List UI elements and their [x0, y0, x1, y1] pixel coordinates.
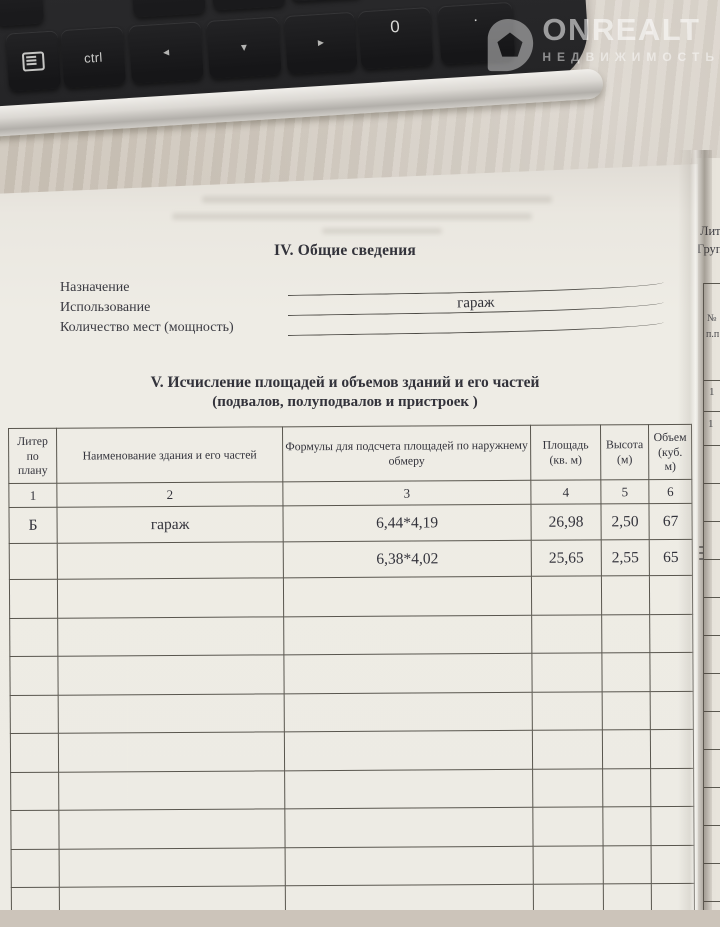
table-line — [703, 901, 720, 903]
table-line — [703, 673, 720, 675]
table-row-empty — [10, 767, 694, 811]
cell-formula: 6,44*4,19 — [282, 504, 532, 542]
field-label: Назначение — [60, 280, 130, 295]
key-label: 0 — [389, 16, 401, 37]
table-row-empty — [9, 652, 694, 695]
header-area: Площадь (кв. м) — [530, 424, 601, 481]
cell-height: 2,50 — [600, 503, 650, 540]
table-row-empty — [11, 844, 695, 888]
arrow-left-icon: ◄ — [160, 46, 172, 59]
header-height: Высота (м) — [600, 424, 649, 480]
adjacent-col-header: п.п — [706, 329, 720, 340]
adjacent-col-header: № — [707, 313, 717, 324]
keyboard-key-arrow-right: ► — [284, 11, 358, 75]
table-row-empty — [10, 690, 694, 734]
bleed-through-text — [202, 196, 552, 203]
key-label: ctrl — [83, 49, 103, 66]
header-volume: Объем (куб. м) — [648, 424, 692, 480]
table-line — [703, 597, 720, 599]
col-number: 1 — [8, 483, 57, 508]
keyboard-key-arrow-left: ◄ — [128, 21, 204, 84]
col-number: 2 — [56, 481, 283, 508]
arrow-down-icon: ▼ — [238, 41, 250, 54]
table-row-empty — [11, 883, 695, 910]
header-formula: Формулы для подсчета площадей по наружне… — [282, 425, 531, 482]
key-label: . — [472, 7, 479, 26]
table-row-empty — [9, 575, 693, 618]
table-header-row: Литер по плану Наименование здания и его… — [8, 424, 692, 484]
keyboard-key-partial — [129, 0, 206, 18]
table-line — [703, 283, 705, 910]
field-label: Количество мест (мощность) — [60, 320, 234, 335]
table-row-empty — [10, 729, 694, 772]
table-line — [703, 283, 720, 285]
keyboard-key-partial — [287, 0, 364, 2]
cell-volume: 65 — [649, 539, 693, 576]
cell-name: гараж — [56, 505, 284, 544]
keyboard: ctrl ◄ ▼ ► 0 . — [0, 0, 604, 138]
table-line — [703, 380, 720, 382]
section-iv-title: IV. Общие сведения — [273, 242, 417, 259]
general-info-fields: Назначение Использование гараж Количеств… — [60, 271, 664, 336]
col-number: 4 — [530, 479, 601, 505]
field-value — [288, 329, 664, 335]
section-v-subtitle: (подвалов, полуподвалов и пристроек ) — [212, 394, 478, 410]
field-row-ispolzovanie: Использование гараж — [60, 291, 664, 316]
keyboard-key-menu — [5, 30, 62, 92]
adjacent-page-text: Груп — [697, 242, 720, 256]
arrow-right-icon: ► — [315, 37, 327, 49]
keyboard-key-partial — [209, 0, 286, 11]
cell-formula: 6,38*4,02 — [283, 540, 532, 578]
section-v-title: V. Исчисление площадей и объемов зданий … — [150, 374, 540, 391]
table-line — [703, 521, 720, 523]
adjacent-cell: 1 — [708, 418, 714, 430]
keyboard-key-0: 0 — [357, 6, 434, 70]
table-line — [703, 863, 720, 865]
keyboard-key-arrow-down: ▼ — [206, 16, 282, 79]
cell-height: 2,55 — [601, 539, 650, 576]
table-line — [703, 711, 720, 713]
field-label: Использование — [60, 300, 151, 315]
table-line — [703, 411, 720, 413]
adjacent-cell: 1 — [709, 386, 715, 398]
keyboard-key-decimal: . — [437, 1, 516, 65]
edge-handwriting-marks — [699, 542, 705, 576]
table-line — [703, 635, 720, 637]
table-line — [703, 825, 720, 827]
bleed-through-text — [172, 213, 532, 220]
col-number: 3 — [282, 480, 531, 506]
col-number: 6 — [648, 479, 692, 504]
table-line — [703, 483, 720, 485]
table-line — [703, 787, 720, 789]
areas-volumes-table: Литер по плану Наименование здания и его… — [8, 424, 695, 910]
header-name: Наименование здания и его частей — [56, 426, 283, 484]
cell-volume: 67 — [648, 503, 693, 540]
table-row: 6,38*4,02 25,65 2,55 65 — [9, 539, 693, 580]
adjacent-page: Лит Груп № п.п 1 1 — [696, 158, 720, 910]
table-row: Б гараж 6,44*4,19 26,98 2,50 67 — [8, 503, 693, 544]
table-row-empty — [10, 806, 695, 849]
table-line — [703, 559, 720, 561]
cell-liter: Б — [8, 507, 58, 544]
cell-liter — [9, 543, 58, 580]
document-page: IV. Общие сведения Назначение Использова… — [0, 164, 698, 910]
field-row-naznachenie: Назначение — [60, 271, 664, 296]
cell-area: 25,65 — [531, 539, 602, 577]
header-liter: Литер по плану — [8, 428, 57, 484]
cell-name — [57, 541, 284, 580]
table-line — [703, 445, 720, 447]
cell-area: 26,98 — [530, 503, 602, 541]
keyboard-key-partial — [0, 0, 45, 27]
bleed-through-text — [322, 228, 442, 234]
keyboard-key-ctrl: ctrl — [60, 26, 127, 89]
field-row-kolichestvo-mest: Количество мест (мощность) — [60, 311, 664, 336]
table-line — [703, 749, 720, 751]
col-number: 5 — [600, 479, 649, 504]
table-row-empty — [9, 613, 693, 657]
adjacent-page-text: Лит — [700, 224, 720, 238]
menu-icon — [21, 50, 45, 72]
